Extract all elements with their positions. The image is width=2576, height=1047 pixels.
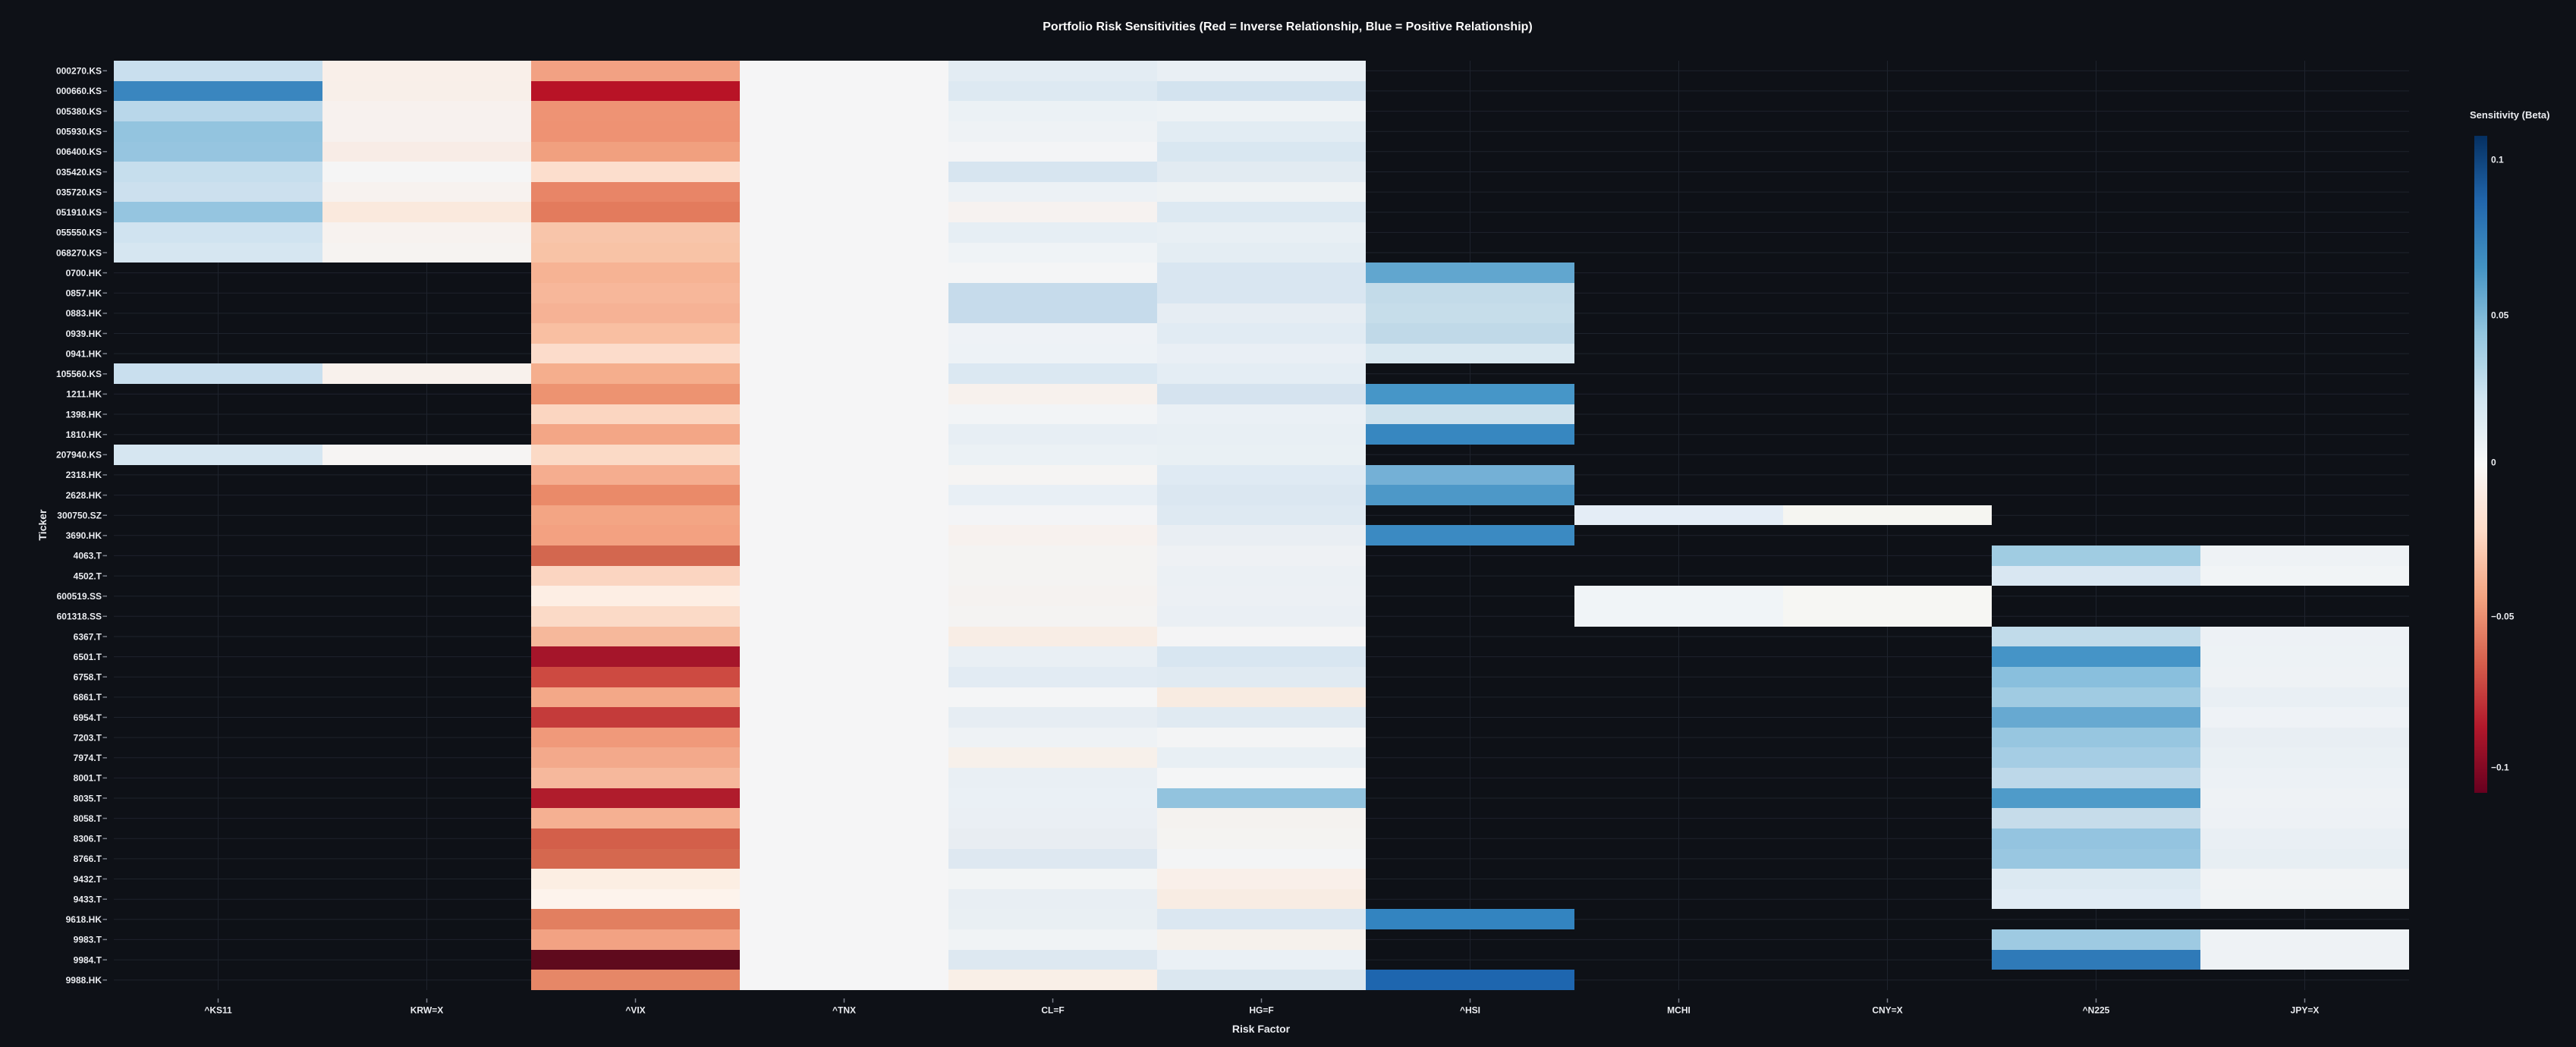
svg-text:8035.T: 8035.T [74,793,102,803]
svg-text:CNY=X: CNY=X [1872,1005,1902,1016]
svg-text:6758.T: 6758.T [74,672,102,683]
svg-text:105560.KS: 105560.KS [56,369,102,379]
svg-text:Sensitivity (Beta): Sensitivity (Beta) [2470,109,2549,121]
svg-text:Portfolio Risk Sensitivities (: Portfolio Risk Sensitivities (Red = Inve… [1043,20,1533,33]
svg-text:−0.05: −0.05 [2491,611,2515,621]
svg-text:051910.KS: 051910.KS [56,207,102,218]
svg-text:000270.KS: 000270.KS [56,66,102,77]
svg-text:Risk Factor: Risk Factor [1232,1023,1291,1035]
svg-text:005380.KS: 005380.KS [56,106,102,117]
svg-text:6954.T: 6954.T [74,712,102,723]
svg-text:9984.T: 9984.T [74,954,102,965]
svg-text:1810.HK: 1810.HK [66,429,102,440]
svg-text:JPY=X: JPY=X [2291,1005,2320,1016]
svg-text:005930.KS: 005930.KS [56,127,102,137]
svg-text:006400.KS: 006400.KS [56,146,102,157]
svg-text:9432.T: 9432.T [74,874,102,885]
svg-text:2318.HK: 2318.HK [66,470,102,480]
svg-text:8001.T: 8001.T [74,773,102,784]
svg-text:0857.HK: 0857.HK [66,288,102,299]
svg-text:9983.T: 9983.T [74,935,102,945]
svg-text:0: 0 [2491,457,2496,467]
svg-text:0700.HK: 0700.HK [66,268,102,278]
svg-text:4502.T: 4502.T [74,571,102,581]
svg-text:000660.KS: 000660.KS [56,86,102,96]
svg-text:^HSI: ^HSI [1460,1005,1480,1016]
svg-text:CL=F: CL=F [1041,1005,1064,1016]
svg-text:600519.SS: 600519.SS [57,591,102,602]
svg-text:1211.HK: 1211.HK [66,389,102,400]
svg-text:6367.T: 6367.T [74,631,102,642]
svg-text:0939.HK: 0939.HK [66,329,102,339]
svg-text:0.1: 0.1 [2491,154,2504,165]
svg-text:7203.T: 7203.T [74,732,102,743]
svg-text:−0.1: −0.1 [2491,762,2509,772]
svg-text:9433.T: 9433.T [74,895,102,905]
svg-text:9988.HK: 9988.HK [66,975,102,986]
svg-text:^VIX: ^VIX [625,1005,645,1016]
svg-text:8766.T: 8766.T [74,854,102,864]
svg-text:9618.HK: 9618.HK [66,914,102,925]
svg-text:055550.KS: 055550.KS [56,228,102,238]
svg-text:MCHI: MCHI [1667,1005,1691,1016]
svg-text:6861.T: 6861.T [74,692,102,703]
svg-text:035720.KS: 035720.KS [56,187,102,197]
svg-text:2628.HK: 2628.HK [66,490,102,501]
svg-text:6501.T: 6501.T [74,652,102,662]
svg-text:8058.T: 8058.T [74,813,102,824]
svg-text:4063.T: 4063.T [74,551,102,561]
svg-text:0941.HK: 0941.HK [66,348,102,359]
svg-text:068270.KS: 068270.KS [56,247,102,258]
svg-text:035420.KS: 035420.KS [56,167,102,178]
svg-text:8306.T: 8306.T [74,834,102,844]
svg-text:601318.SS: 601318.SS [57,612,102,622]
svg-text:KRW=X: KRW=X [410,1005,443,1016]
svg-text:^KS11: ^KS11 [204,1005,232,1016]
svg-text:0883.HK: 0883.HK [66,308,102,319]
svg-text:1398.HK: 1398.HK [66,409,102,420]
svg-text:^TNX: ^TNX [832,1005,856,1016]
svg-text:300750.SZ: 300750.SZ [57,511,102,521]
svg-text:7974.T: 7974.T [74,753,102,763]
svg-text:HG=F: HG=F [1249,1005,1273,1016]
svg-text:^N225: ^N225 [2083,1005,2110,1016]
svg-text:Ticker: Ticker [36,509,49,541]
svg-text:207940.KS: 207940.KS [56,450,102,461]
svg-text:0.05: 0.05 [2491,310,2509,320]
svg-text:3690.HK: 3690.HK [66,530,102,541]
